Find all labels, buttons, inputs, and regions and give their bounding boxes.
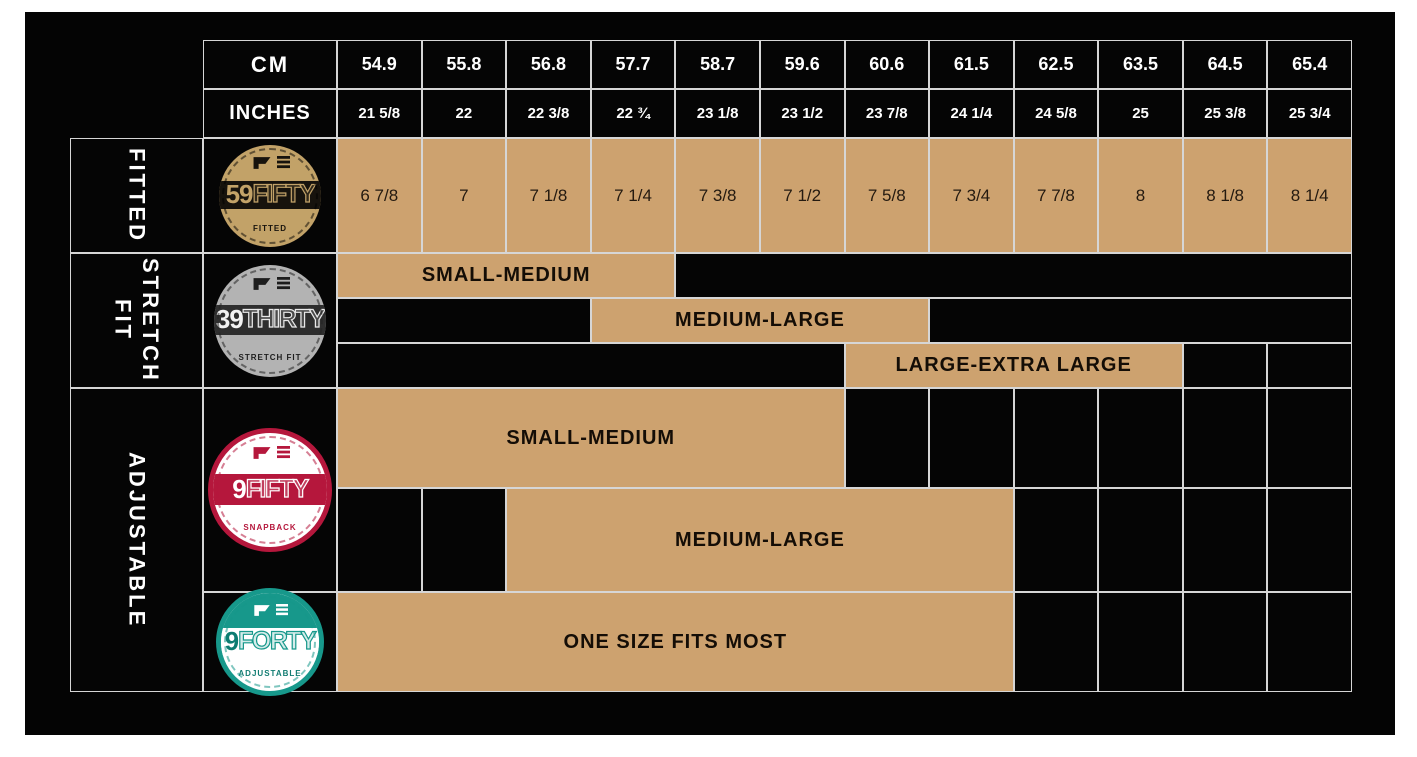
inches-value-cell: 23 1/2 [759, 89, 845, 138]
fitted-size-cell: 7 5/8 [844, 138, 930, 253]
inches-value-cell: 22 ¾ [590, 89, 676, 138]
empty-cell [929, 298, 1352, 343]
cm-value-cell: 61.5 [929, 40, 1014, 89]
cm-value-cell: 56.8 [506, 40, 591, 89]
empty-cell [929, 388, 1014, 488]
cm-value-cell: 57.7 [590, 40, 676, 89]
fitted-size-cell: 7 3/4 [929, 138, 1014, 253]
empty-cell [1098, 388, 1183, 488]
range-bar-small-medium-adjustable: SMALL-MEDIUM [337, 388, 845, 488]
empty-cell [1182, 488, 1268, 592]
cm-value-cell: 55.8 [421, 40, 507, 89]
logo-cell-39thirty: 39 THIRTY STRETCH FIT [203, 253, 337, 388]
inches-value-cell: 23 7/8 [844, 89, 930, 138]
empty-cell [1013, 388, 1099, 488]
empty-cell [1013, 488, 1099, 592]
empty-cell [1013, 592, 1099, 692]
section-label-adjustable: ADJUSTABLE [70, 388, 203, 692]
range-bar-medium-large-adjustable: MEDIUM-LARGE [506, 488, 1014, 592]
39thirty-badge-icon: 39 THIRTY STRETCH FIT [214, 264, 326, 377]
badge-ring [216, 436, 324, 544]
empty-cell [1182, 592, 1268, 692]
empty-cell [337, 343, 845, 388]
fitted-size-cell: 6 7/8 [337, 138, 422, 253]
59fifty-badge-icon: 59 FIFTY FITTED [219, 144, 321, 247]
badge-ring [217, 267, 323, 374]
adjustable-label-text: ADJUSTABLE [124, 451, 150, 629]
cm-value-cell: 64.5 [1182, 40, 1268, 89]
range-bar-label: MEDIUM-LARGE [675, 528, 845, 551]
empty-cell [1267, 488, 1352, 592]
cm-value-cell: 60.6 [844, 40, 930, 89]
fitted-size-cell: 8 [1098, 138, 1183, 253]
logo-cell-59fifty: 59 FIFTY FITTED [203, 138, 337, 253]
range-bar-label: ONE SIZE FITS MOST [563, 630, 788, 653]
empty-cell [1182, 388, 1268, 488]
chart-panel: CM 54.9 55.8 56.8 57.7 58.7 59.6 60.6 61… [25, 12, 1395, 735]
range-bar-medium-large: MEDIUM-LARGE [590, 298, 930, 343]
inches-value-cell: 25 3/8 [1182, 89, 1268, 138]
range-bar-label: MEDIUM-LARGE [675, 309, 845, 331]
inches-value-cell: 24 1/4 [929, 89, 1014, 138]
inches-value-cell: 24 5/8 [1013, 89, 1099, 138]
size-table: CM 54.9 55.8 56.8 57.7 58.7 59.6 60.6 61… [70, 40, 1352, 696]
logo-cell-9fifty: 9 FIFTY SNAPBACK [203, 388, 337, 592]
section-label-fitted: FITTED [70, 138, 203, 253]
empty-cell [1267, 343, 1352, 388]
cm-value-cell: 54.9 [337, 40, 422, 89]
empty-cell [844, 388, 930, 488]
cm-value-cell: 59.6 [759, 40, 845, 89]
empty-cell [1267, 388, 1352, 488]
stretch-fit-label-text: STRETCH FIT [110, 258, 164, 383]
empty-cell [337, 298, 591, 343]
fitted-size-cell: 7 1/2 [759, 138, 845, 253]
fitted-size-cell: 8 1/8 [1182, 138, 1268, 253]
logo-cell-9forty: 9 FORTY ADJUSTABLE [203, 588, 337, 696]
range-bar-large-extra-large: LARGE-EXTRA LARGE [844, 343, 1183, 388]
fitted-size-cell: 7 1/8 [506, 138, 591, 253]
range-bar-small-medium: SMALL-MEDIUM [337, 253, 676, 298]
cm-value-cell: 63.5 [1098, 40, 1183, 89]
range-bar-label: LARGE-EXTRA LARGE [895, 354, 1132, 376]
inches-value-cell: 25 [1098, 89, 1183, 138]
cm-value-cell: 62.5 [1013, 40, 1099, 89]
empty-cell [337, 488, 422, 592]
empty-cell [1182, 343, 1268, 388]
empty-cell [1267, 592, 1352, 692]
fitted-size-cell: 7 [421, 138, 507, 253]
fitted-label-text: FITTED [124, 148, 150, 243]
inches-value-cell: 22 3/8 [506, 89, 591, 138]
inches-value-cell: 22 [421, 89, 507, 138]
9fifty-badge-icon: 9 FIFTY SNAPBACK [208, 428, 332, 552]
empty-cell [675, 253, 1352, 298]
range-bar-label: SMALL-MEDIUM [421, 264, 591, 286]
range-bar-one-size-fits-most: ONE SIZE FITS MOST [337, 592, 1014, 692]
empty-cell [1098, 488, 1183, 592]
range-bar-label: SMALL-MEDIUM [506, 426, 676, 449]
empty-cell [1098, 592, 1183, 692]
inches-header: INCHES [203, 89, 337, 138]
badge-ring [222, 147, 318, 244]
badge-ring [224, 596, 316, 688]
empty-cell [421, 488, 507, 592]
cm-header: CM [203, 40, 337, 89]
fitted-size-cell: 7 3/8 [675, 138, 760, 253]
inches-value-cell: 23 1/8 [675, 89, 760, 138]
fitted-size-cell: 7 1/4 [590, 138, 676, 253]
fitted-size-cell: 8 1/4 [1267, 138, 1352, 253]
cm-value-cell: 65.4 [1267, 40, 1352, 89]
section-label-stretch-fit: STRETCH FIT [70, 253, 203, 388]
cm-value-cell: 58.7 [675, 40, 760, 89]
9forty-badge-icon: 9 FORTY ADJUSTABLE [216, 588, 324, 696]
inches-value-cell: 25 3/4 [1267, 89, 1352, 138]
fitted-size-cell: 7 7/8 [1013, 138, 1099, 253]
inches-value-cell: 21 5/8 [337, 89, 422, 138]
